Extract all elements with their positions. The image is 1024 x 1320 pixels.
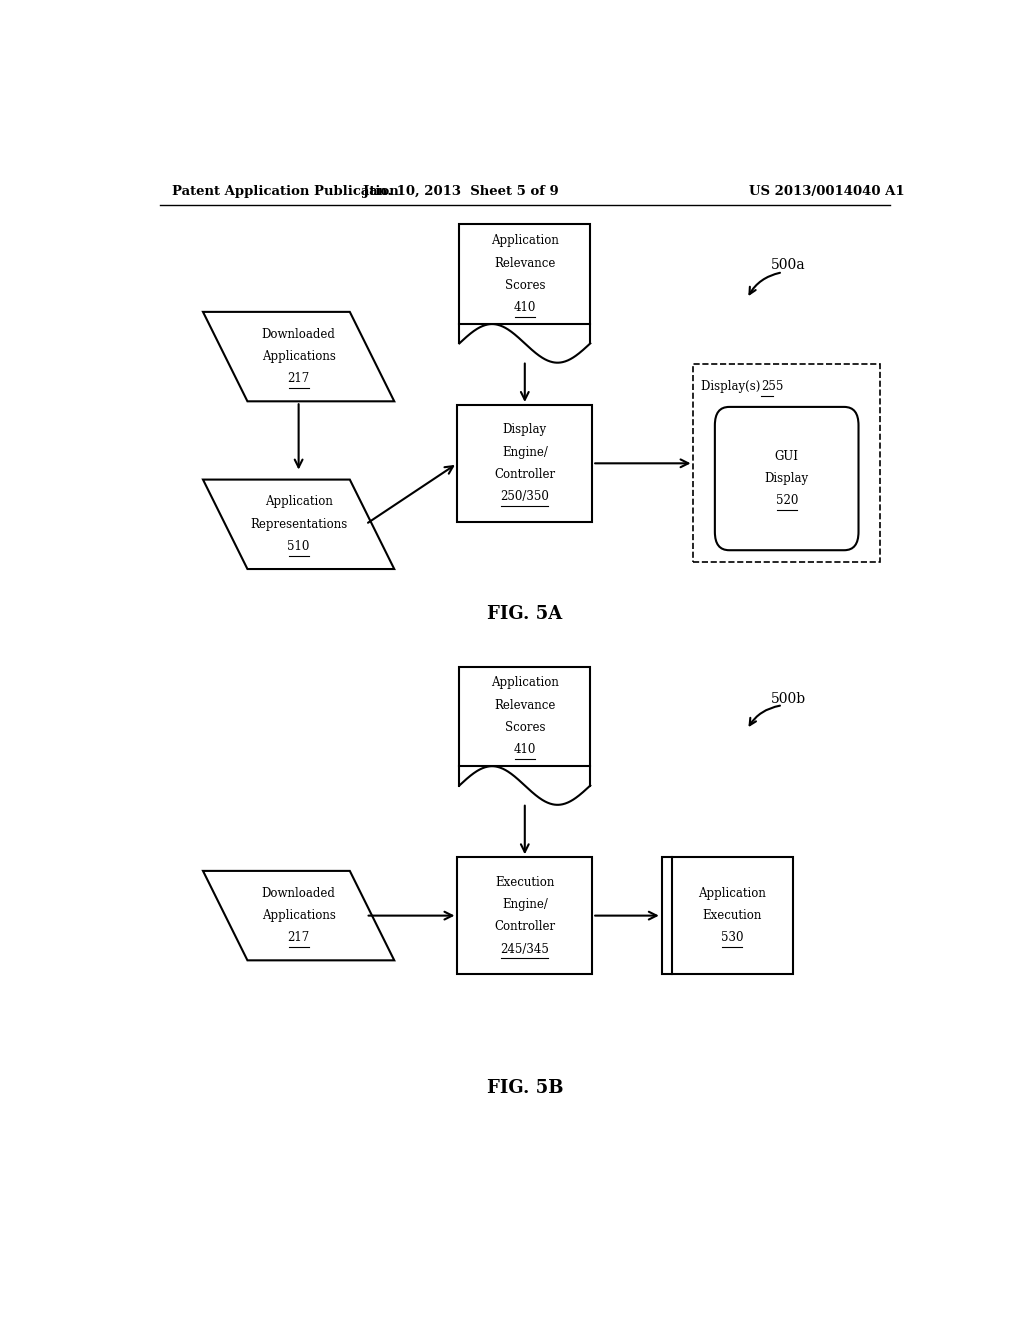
Text: Application: Application (264, 495, 333, 508)
Text: Application: Application (698, 887, 766, 900)
Text: Controller: Controller (495, 920, 555, 933)
Text: 500b: 500b (771, 692, 806, 706)
Text: 410: 410 (514, 301, 536, 314)
Text: 520: 520 (775, 495, 798, 507)
FancyBboxPatch shape (693, 364, 880, 562)
Text: Display(s): Display(s) (701, 380, 765, 393)
Text: Downloaded: Downloaded (262, 887, 336, 900)
FancyBboxPatch shape (458, 405, 592, 521)
Text: Display: Display (765, 473, 809, 484)
Text: Controller: Controller (495, 469, 555, 480)
Text: Application: Application (490, 234, 559, 247)
Text: 245/345: 245/345 (501, 942, 549, 956)
Text: Scores: Scores (505, 279, 545, 292)
Text: Jan. 10, 2013  Sheet 5 of 9: Jan. 10, 2013 Sheet 5 of 9 (364, 185, 559, 198)
Text: Relevance: Relevance (495, 698, 555, 711)
Text: Applications: Applications (262, 909, 336, 923)
Text: 530: 530 (721, 932, 743, 945)
Text: Applications: Applications (262, 350, 336, 363)
Text: Relevance: Relevance (495, 256, 555, 269)
Text: 217: 217 (288, 932, 309, 945)
Text: Engine/: Engine/ (502, 446, 548, 458)
FancyBboxPatch shape (460, 224, 590, 325)
Polygon shape (203, 479, 394, 569)
Text: 500a: 500a (771, 259, 806, 272)
Text: US 2013/0014040 A1: US 2013/0014040 A1 (749, 185, 904, 198)
FancyBboxPatch shape (662, 857, 793, 974)
Polygon shape (203, 312, 394, 401)
Text: 255: 255 (761, 380, 783, 393)
Text: Downloaded: Downloaded (262, 327, 336, 341)
Text: Engine/: Engine/ (502, 898, 548, 911)
Text: Patent Application Publication: Patent Application Publication (172, 185, 398, 198)
Text: 250/350: 250/350 (501, 490, 549, 503)
Text: FIG. 5B: FIG. 5B (486, 1080, 563, 1097)
Text: Execution: Execution (702, 909, 762, 923)
Text: 217: 217 (288, 372, 309, 385)
Text: Scores: Scores (505, 721, 545, 734)
Polygon shape (203, 871, 394, 961)
Text: Representations: Representations (250, 517, 347, 531)
Text: FIG. 5A: FIG. 5A (487, 605, 562, 623)
FancyBboxPatch shape (715, 407, 858, 550)
Text: 410: 410 (514, 743, 536, 756)
FancyBboxPatch shape (458, 857, 592, 974)
FancyBboxPatch shape (460, 667, 590, 766)
Text: Display: Display (503, 424, 547, 437)
Text: Execution: Execution (496, 875, 554, 888)
Text: GUI: GUI (775, 450, 799, 463)
Text: Application: Application (490, 676, 559, 689)
Text: 510: 510 (288, 540, 310, 553)
